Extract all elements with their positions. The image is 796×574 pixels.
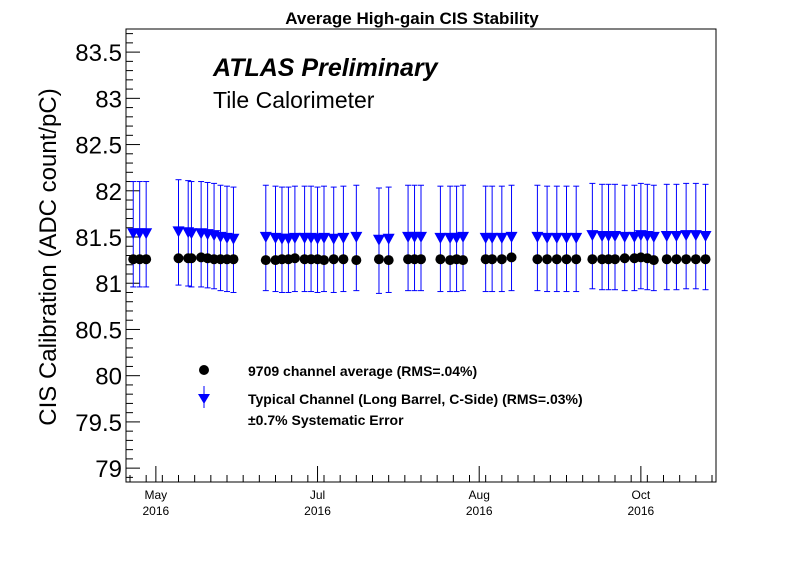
typical-channel-point: [660, 231, 673, 243]
typical-channel-point: [327, 233, 340, 245]
y-tick-label: 80.5: [75, 317, 122, 344]
typical-channel-point: [541, 232, 554, 244]
typical-channel-point: [457, 231, 470, 243]
typical-channel-point: [560, 232, 573, 244]
typical-channel-point: [680, 230, 693, 242]
channel-average-point: [141, 254, 152, 265]
channel-average-point: [319, 255, 329, 266]
typical-channel-point: [570, 232, 583, 244]
y-axis: 79 79.5 80 80.5 81 81.5 82 82.5 83 83.5: [75, 33, 140, 483]
channel-average-point: [458, 255, 469, 266]
channel-average-point: [610, 254, 620, 265]
channel-average-point: [435, 254, 446, 265]
channel-average-point: [532, 254, 543, 265]
typical-channel-point: [382, 233, 395, 245]
y-axis-label: CIS Calibration (ADC count/pC): [35, 88, 62, 425]
channel-average-point: [561, 254, 572, 265]
channel-average-point: [700, 254, 711, 265]
channel-average-point: [681, 254, 692, 265]
chart-title: Average High-gain CIS Stability: [285, 9, 539, 28]
x-tick-year-label: 2016: [466, 504, 493, 518]
channel-average-point: [690, 254, 701, 265]
typical-channel-point: [318, 232, 330, 244]
x-tick-month-label: Oct: [632, 488, 651, 502]
legend-label-channel-average: 9709 channel average (RMS=.04%): [248, 363, 477, 379]
channel-average-point: [416, 254, 426, 265]
y-tick-label: 82.5: [75, 133, 122, 160]
typical-channel-point: [434, 232, 447, 244]
x-axis: May 2016 Jul 2016 Aug 2016 Oct 2016: [129, 466, 713, 518]
typical-channel-point: [586, 230, 599, 242]
series-layer: [127, 179, 712, 294]
channel-average-point: [542, 254, 553, 265]
typical-channel-point: [495, 232, 508, 244]
channel-average-point: [289, 253, 300, 264]
typical-channel-point: [337, 232, 350, 244]
channel-average-point: [496, 254, 507, 265]
channel-average-point: [571, 254, 582, 265]
channel-average-point: [487, 254, 498, 265]
y-tick-label: 82: [95, 179, 122, 206]
channel-average-point: [383, 255, 394, 266]
legend-label-typical-channel: Typical Channel (Long Barrel, C-Side) (R…: [248, 391, 583, 407]
channel-average-point: [173, 253, 184, 264]
typical-channel-point: [288, 232, 301, 244]
legend-circle-marker: [199, 365, 209, 375]
x-tick-month-label: May: [145, 488, 168, 502]
channel-average-point: [338, 254, 349, 265]
typical-channel-point: [350, 231, 363, 243]
channel-average-point: [671, 254, 682, 265]
channel-average-point: [186, 253, 197, 264]
x-tick-month-label: Aug: [469, 488, 490, 502]
channel-average-point: [260, 255, 271, 266]
legend: 9709 channel average (RMS=.04%) Typical …: [198, 363, 583, 428]
x-tick-year-label: 2016: [304, 504, 331, 518]
channel-average-point: [506, 252, 517, 263]
y-tick-label: 83.5: [75, 40, 122, 67]
channel-average-point: [228, 254, 239, 265]
atlas-label: ATLAS Preliminary: [212, 54, 439, 82]
typical-channel-point: [505, 231, 518, 243]
y-tick-label: 79.5: [75, 410, 122, 437]
typical-channel-point: [689, 230, 702, 242]
typical-channel-point: [185, 228, 198, 240]
x-tick-year-label: 2016: [628, 504, 655, 518]
typical-channel-point: [618, 231, 631, 243]
typical-channel-point: [415, 231, 427, 243]
x-tick-month-label: Jul: [310, 488, 325, 502]
typical-channel-point: [550, 232, 563, 244]
channel-average-point: [328, 254, 339, 265]
legend-triangle-marker: [198, 394, 210, 404]
typical-channel-point: [172, 226, 185, 238]
typical-channel-point: [647, 231, 660, 243]
typical-channel-point: [372, 234, 385, 246]
legend-label-systematic-error: ±0.7% Systematic Error: [248, 412, 404, 428]
x-tick-year-label: 2016: [143, 504, 170, 518]
y-tick-label: 79: [95, 456, 122, 483]
channel-average-point: [648, 255, 659, 266]
typical-channel-point: [670, 231, 683, 243]
typical-channel-point: [486, 232, 499, 244]
typical-channel-point: [227, 233, 240, 245]
channel-average-point: [661, 254, 672, 265]
detector-label: Tile Calorimeter: [213, 87, 375, 113]
channel-average-point: [351, 255, 362, 266]
typical-channel-point: [609, 231, 621, 243]
typical-channel-point: [531, 231, 544, 243]
y-tick-label: 80: [95, 364, 122, 391]
y-tick-label: 81.5: [75, 225, 122, 252]
y-tick-label: 83: [95, 86, 122, 113]
channel-average-point: [551, 254, 562, 265]
y-tick-label: 81: [95, 271, 122, 298]
typical-channel-point: [699, 231, 712, 243]
channel-average-point: [619, 253, 630, 264]
typical-channel-point: [259, 231, 272, 243]
channel-average-point: [373, 254, 384, 265]
typical-channel-point: [140, 228, 153, 240]
channel-average-point: [587, 254, 598, 265]
